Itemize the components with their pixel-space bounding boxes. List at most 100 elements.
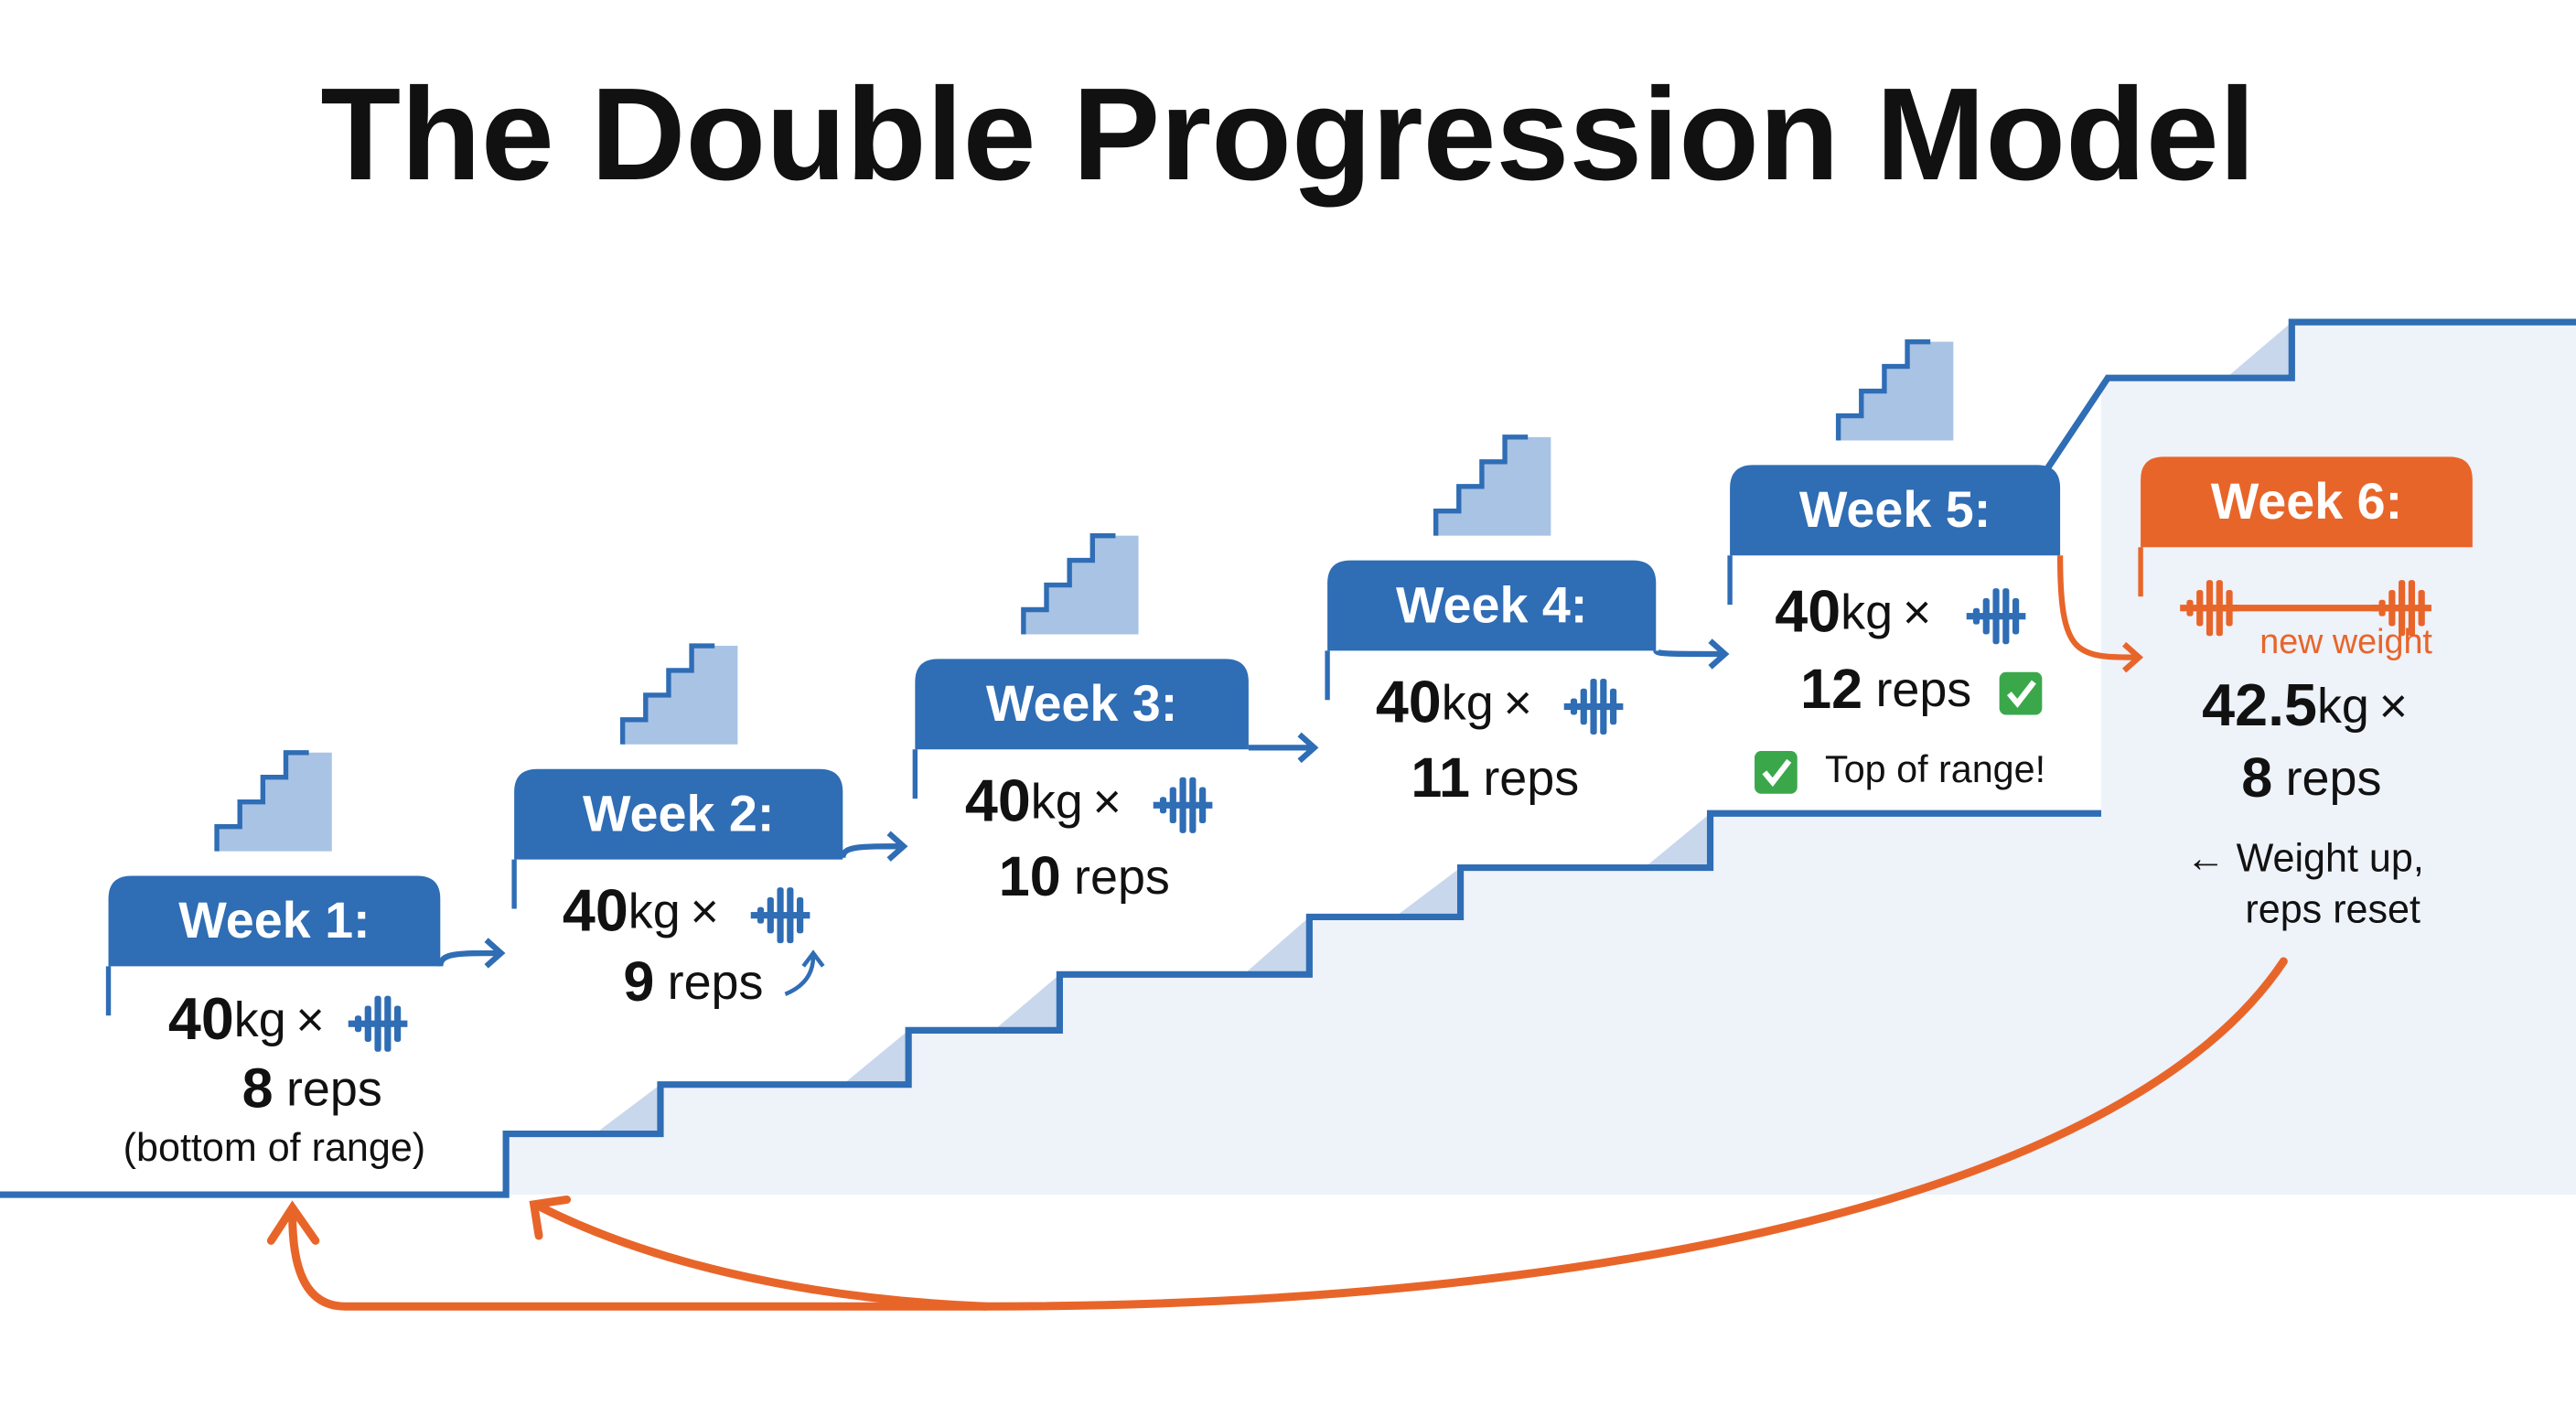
reps-unit: reps [1875,662,1971,717]
week-card: Week 3: 40kg × 10 reps [912,659,1249,907]
week-header [1730,465,2061,556]
reps: 9 [623,950,654,1013]
connector-head [1708,638,1730,670]
reps-line: 10 reps [999,845,1170,907]
note: ← Weight up, [2186,837,2424,881]
stairs-icon-edge [1021,532,1116,635]
dumbbell-plate [757,906,765,924]
background-area [506,322,2576,1196]
stairs-icon-edge [1835,338,1931,441]
weight-line: 40kg × [965,767,1122,833]
dumbbell-plate [2012,597,2020,635]
week-card: Week 5: 40kg × 12 reps Top of range! [1727,465,2061,790]
small-arrow [784,949,825,996]
times: × [1903,585,1931,640]
staircase-line [0,810,2101,1198]
week-header [2141,456,2473,548]
weight-line: 40kg × [1775,578,1931,645]
dumbbell-plate [1580,688,1587,725]
staircase-line-upper [2039,318,2576,478]
dumbbell-plate [2196,589,2204,627]
tag: new weight [2259,622,2432,660]
connector-head [1297,732,1319,764]
unit: kg [1442,676,1494,731]
dumbbell-plate [384,995,392,1052]
week-label: Week 3: [986,675,1177,732]
connector-arrow [437,949,501,967]
weight: 40 [1775,578,1841,645]
dumbbell-plate [777,887,784,944]
reps-unit: reps [1483,751,1579,806]
dumbbell-plate [1992,588,2000,645]
stairs-icon [1023,535,1139,635]
reps-line: 8 reps [242,1057,382,1120]
connector-arrow [1653,649,1725,658]
reset-arrow [266,957,2288,1311]
dumbbell-plate [1169,787,1176,824]
note: Top of range! [1825,748,2045,790]
week-card: Week 2:40kg ×9 reps [511,768,843,1013]
times: × [690,885,718,939]
week-label: Week 1: [178,892,370,949]
weight: 40 [168,985,234,1052]
stairs-icon-edge [619,643,715,745]
unit: kg [1841,585,1893,640]
dumbbell-plate [2399,580,2406,637]
reps: 12 [1800,658,1862,720]
stairs-icon [1435,436,1551,536]
dumbbell-plate [1972,607,1980,625]
stairs-icon [622,646,738,745]
unit: kg [2317,679,2369,734]
week-label: Week 2: [583,785,774,842]
weight: 40 [1376,669,1442,735]
dumbbell-plate [1189,777,1197,833]
note: reps reset [2245,887,2420,931]
dumbbell-plate [354,1015,362,1033]
dumbbell-plate [1600,678,1607,735]
unit: kg [1031,775,1083,830]
dumbbell-handle [2209,605,2402,612]
check-mark [2006,680,2036,708]
reps-line: 12 reps [1800,658,1971,720]
week-header [514,768,843,860]
dumbbell-plate [2418,589,2425,627]
dumbbell-plate [1610,688,1617,725]
dumbbell-plate [2186,599,2194,617]
dumbbell-plate [374,995,381,1052]
weight: 40 [965,767,1031,833]
week-card: Week 4: 40kg × 11 reps [1325,560,1657,809]
reps: 8 [2241,746,2272,809]
stairs-icon [1838,341,1954,441]
dumbbell-plate [364,1005,371,1042]
reps-unit: reps [286,1062,382,1117]
dumbbell-plate [1570,698,1578,715]
unit: kg [628,885,681,939]
weight: 40 [563,877,628,944]
weight-line: 40kg × [168,985,325,1052]
week-header [915,659,1249,750]
reps: 8 [242,1057,274,1120]
times: × [1503,676,1531,731]
unit: kg [234,992,286,1047]
reps-line: 8 reps [2241,746,2381,809]
stairs-icon-edge [1433,434,1529,536]
stairs-icon-edge [214,750,309,852]
weight-line: 40kg × [1376,669,1532,735]
title: The Double Progression Model [320,61,2255,208]
dumbbell-plate [767,896,774,934]
dumbbell-plate [1159,797,1167,814]
dumbbell-plate [787,887,794,944]
times: × [1092,775,1121,830]
dumbbell-plate [394,1005,402,1042]
connector-arrow [2056,555,2140,660]
reps: 10 [999,845,1061,907]
weight-line: 42.5kg × [2202,671,2408,738]
check-icon [1755,750,1798,794]
week-label: Week 5: [1799,481,1991,538]
reps-line: 9 reps [623,950,763,1013]
week-label: Week 6: [2211,473,2402,530]
weight-line: 40kg × [563,877,719,944]
week-card: Week 6: 42.5kg × 8 reps new weight ← Weight up… [2138,456,2473,931]
reps-line: 11 reps [1411,746,1579,809]
